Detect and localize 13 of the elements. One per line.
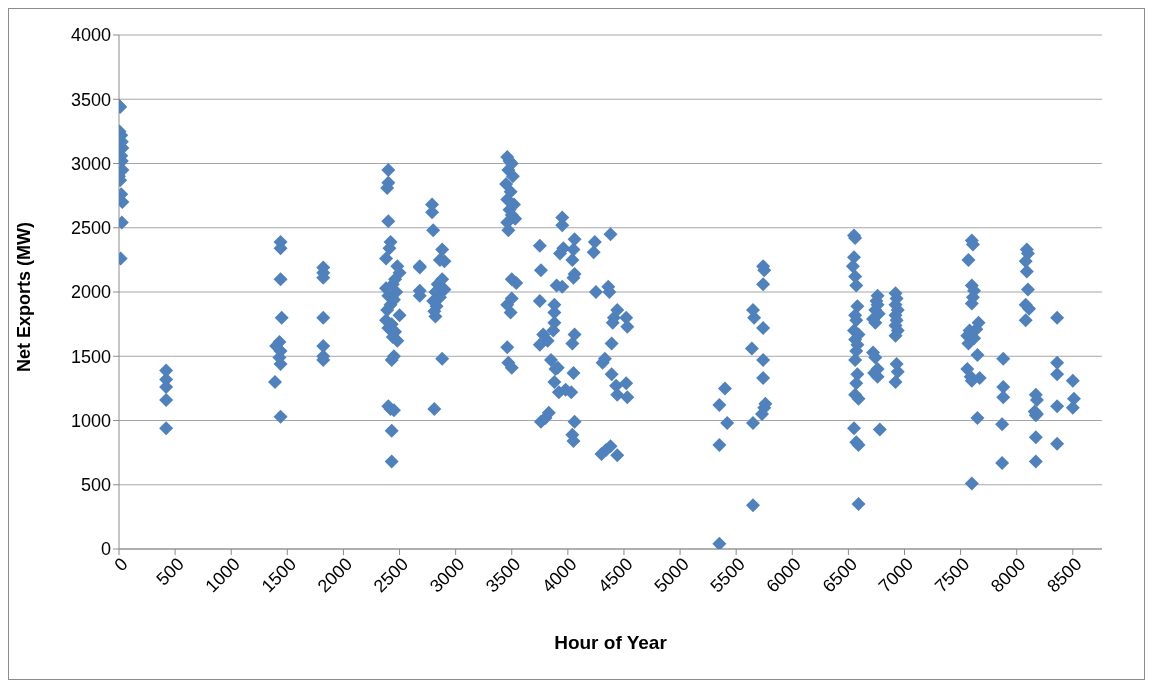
y-tick-label: 0 — [100, 539, 111, 560]
y-tick-label: 4000 — [70, 25, 111, 46]
y-tick-label: 3500 — [70, 89, 111, 110]
x-axis-title: Hour of Year — [554, 632, 668, 653]
y-tick-label: 1500 — [70, 346, 111, 367]
y-tick-label: 1000 — [70, 410, 111, 431]
x-tick-label: 500 — [152, 553, 188, 590]
x-tick-label: 0 — [110, 553, 132, 576]
y-tick-label: 3000 — [70, 153, 111, 174]
y-tick-label: 500 — [80, 475, 111, 496]
y-axis-title: Net Exports (MW) — [14, 222, 35, 372]
y-tick-label: 2500 — [70, 218, 111, 239]
y-tick-label: 2000 — [70, 282, 111, 303]
